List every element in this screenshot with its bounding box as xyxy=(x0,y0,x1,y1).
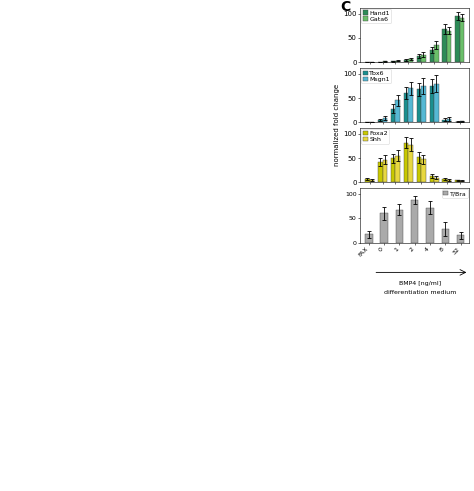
Bar xyxy=(408,88,413,122)
Bar xyxy=(426,208,434,243)
Bar xyxy=(442,29,447,62)
Legend: T/Bra: T/Bra xyxy=(442,189,468,198)
Bar xyxy=(442,229,449,243)
Bar xyxy=(370,180,374,183)
Bar xyxy=(460,121,465,122)
Bar xyxy=(391,61,395,62)
Bar xyxy=(391,109,395,122)
Bar xyxy=(429,86,434,122)
Bar xyxy=(365,179,370,183)
Bar xyxy=(442,120,447,122)
Bar xyxy=(378,162,383,183)
Bar xyxy=(383,118,387,122)
Bar xyxy=(395,101,400,122)
Bar xyxy=(408,59,413,62)
Bar xyxy=(429,50,434,62)
Bar xyxy=(447,180,451,183)
Bar xyxy=(460,18,465,62)
Bar xyxy=(421,159,426,183)
Bar xyxy=(417,89,421,122)
Bar xyxy=(408,145,413,183)
Bar xyxy=(442,179,447,183)
Bar xyxy=(404,60,408,62)
Bar xyxy=(383,61,387,62)
Bar xyxy=(447,30,451,62)
Text: C: C xyxy=(341,0,351,14)
Bar xyxy=(456,16,460,62)
Bar xyxy=(381,214,388,243)
Bar xyxy=(395,61,400,62)
Bar xyxy=(429,176,434,183)
Bar xyxy=(404,143,408,183)
Bar xyxy=(411,200,419,243)
Text: normalized fold change: normalized fold change xyxy=(334,84,340,166)
Bar xyxy=(456,181,460,183)
Bar xyxy=(421,55,426,62)
Bar xyxy=(447,119,451,122)
Bar xyxy=(434,178,438,183)
Bar xyxy=(378,120,383,122)
Bar xyxy=(460,181,465,183)
Bar xyxy=(417,157,421,183)
Bar xyxy=(396,210,403,243)
Bar xyxy=(434,45,438,62)
Legend: Hand1, Gata6: Hand1, Gata6 xyxy=(361,9,392,23)
Text: differentiation medium: differentiation medium xyxy=(384,290,456,295)
Text: BMP4 [ng/ml]: BMP4 [ng/ml] xyxy=(399,280,441,286)
Legend: Tbx6, Msgn1: Tbx6, Msgn1 xyxy=(361,69,392,83)
Bar xyxy=(383,160,387,183)
Bar xyxy=(417,56,421,62)
Bar xyxy=(457,235,465,243)
Legend: Foxa2, Shh: Foxa2, Shh xyxy=(361,129,390,143)
Bar xyxy=(365,234,373,243)
Bar xyxy=(395,156,400,183)
Bar xyxy=(391,158,395,183)
Bar xyxy=(421,86,426,122)
Bar xyxy=(434,83,438,122)
Bar xyxy=(404,93,408,122)
